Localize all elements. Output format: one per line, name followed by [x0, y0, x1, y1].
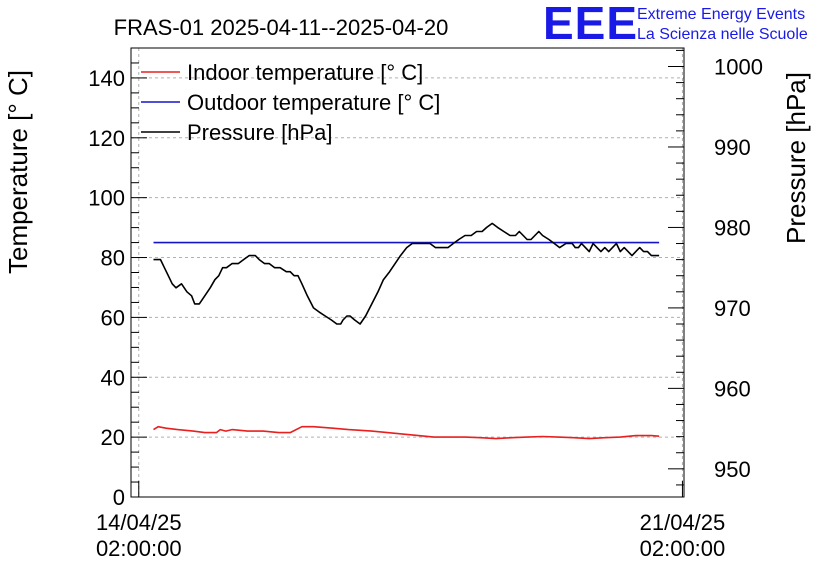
y-tick-label: 20 — [101, 425, 125, 450]
chart-title: FRAS-01 2025-04-11--2025-04-20 — [114, 15, 449, 40]
y-tick-label: 80 — [101, 246, 125, 271]
plot-frame — [130, 47, 685, 498]
y2-tick-label: 960 — [714, 376, 751, 401]
legend-label-1: Indoor temperature [° C] — [187, 60, 423, 85]
y-tick-label: 0 — [113, 485, 125, 510]
axes: 0 20 40 60 80 100 120 140 950 960 970 980 990 1000 14/… — [88, 47, 763, 561]
legend: Indoor temperature [° C] Outdoor temperat… — [141, 60, 440, 145]
x-tick-label-time: 02:00:00 — [96, 536, 182, 561]
logo-line-2: La Scienza nelle Scuole — [637, 26, 808, 43]
y-tick-label: 140 — [88, 66, 125, 91]
legend-label-2: Outdoor temperature [° C] — [187, 90, 440, 115]
series-line-1 — [153, 425, 660, 440]
y2-tick-label: 1000 — [714, 55, 763, 80]
y2-tick-label: 950 — [714, 457, 751, 482]
y2-tick-label: 990 — [714, 135, 751, 160]
series-lines — [153, 222, 660, 440]
x-tick-label-date: 21/04/25 — [640, 510, 726, 535]
eee-logo-mark: EEE — [543, 0, 638, 49]
y2-axis-label: Pressure [hPa] — [781, 72, 811, 244]
y-tick-label: 100 — [88, 186, 125, 211]
y2-tick-label: 970 — [714, 296, 751, 321]
series-line-3 — [153, 222, 660, 325]
legend-label-3: Pressure [hPa] — [187, 120, 333, 145]
logo-line-1: Extreme Energy Events — [637, 6, 805, 23]
y-tick-label: 40 — [101, 365, 125, 390]
y-axis-label: Temperature [° C] — [3, 70, 33, 274]
x-tick-label-date: 14/04/25 — [96, 510, 182, 535]
x-tick-label-time: 02:00:00 — [640, 536, 726, 561]
y-tick-label: 60 — [101, 305, 125, 330]
grid — [131, 48, 684, 497]
y2-tick-label: 980 — [714, 215, 751, 240]
y-tick-label: 120 — [88, 126, 125, 151]
